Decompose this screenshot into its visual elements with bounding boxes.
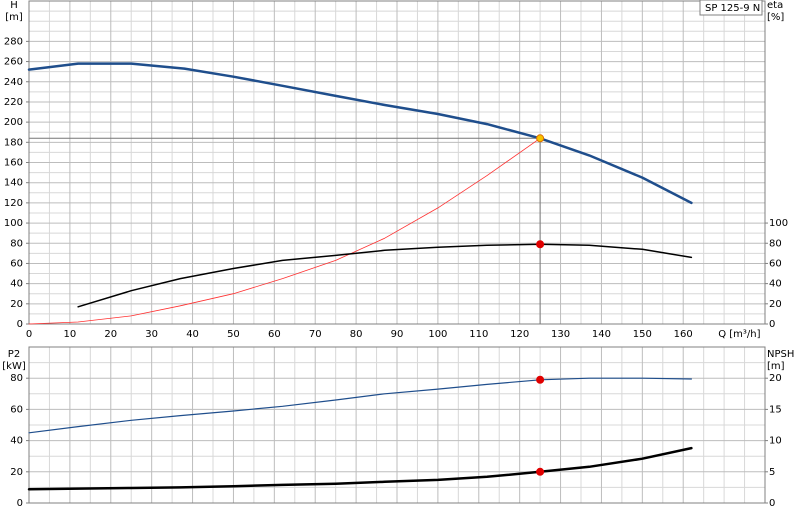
y-tick-label: 200 <box>4 117 23 128</box>
duty-point <box>536 375 545 384</box>
y-tick-label: 60 <box>10 258 23 269</box>
y-tick-label: 60 <box>10 404 23 415</box>
x-tick-label: 100 <box>428 329 447 340</box>
curve <box>27 62 693 205</box>
y-tick-label: 40 <box>10 279 23 290</box>
y-tick-label: 120 <box>4 198 23 209</box>
curve <box>77 243 693 308</box>
y2-axis-unit: [%] <box>767 12 784 23</box>
y2-tick-label: 15 <box>769 404 782 415</box>
x-axis-label: Q [m³/h] <box>718 329 760 340</box>
x-tick-label: 90 <box>391 329 404 340</box>
legend-label: SP 125-9 N <box>705 3 760 14</box>
y-tick-label: 20 <box>10 467 23 478</box>
x-tick-label: 20 <box>104 329 117 340</box>
x-tick-label: 40 <box>186 329 199 340</box>
x-tick-label: 130 <box>551 329 570 340</box>
curve <box>27 446 693 491</box>
y-axis-label: P2 <box>8 349 20 360</box>
y-tick-label: 20 <box>10 299 23 310</box>
y-tick-label: 180 <box>4 137 23 148</box>
duty-point <box>536 467 545 476</box>
plot-frame <box>28 346 766 504</box>
y2-tick-label: 80 <box>769 238 782 249</box>
x-tick-label: 140 <box>592 329 611 340</box>
x-tick-label: 110 <box>469 329 488 340</box>
y2-tick-label: 100 <box>769 218 788 229</box>
y2-tick-label: 20 <box>769 373 782 384</box>
curve <box>28 137 541 325</box>
y2-tick-label: 5 <box>769 467 775 478</box>
y-tick-label: 100 <box>4 218 23 229</box>
y-tick-label: 240 <box>4 77 23 88</box>
y2-tick-label: 10 <box>769 436 782 447</box>
x-tick-label: 10 <box>64 329 77 340</box>
x-tick-label: 160 <box>674 329 693 340</box>
x-tick-label: 0 <box>26 329 32 340</box>
y2-tick-label: 20 <box>769 299 782 310</box>
x-tick-label: 120 <box>510 329 529 340</box>
x-tick-label: 150 <box>633 329 652 340</box>
y-tick-label: 80 <box>10 373 23 384</box>
y-axis-label: H <box>10 0 18 11</box>
x-tick-label: 70 <box>309 329 322 340</box>
y2-tick-label: 40 <box>769 279 782 290</box>
x-tick-label: 80 <box>350 329 363 340</box>
y-tick-label: 220 <box>4 97 23 108</box>
x-tick-label: 30 <box>145 329 158 340</box>
y-tick-label: 80 <box>10 238 23 249</box>
curve <box>28 377 692 434</box>
duty-point <box>536 134 545 143</box>
x-tick-label: 60 <box>268 329 281 340</box>
duty-point <box>536 240 545 249</box>
y-tick-label: 40 <box>10 436 23 447</box>
y-tick-label: 280 <box>4 36 23 47</box>
y2-axis-unit: [m] <box>767 361 785 372</box>
y-tick-label: 0 <box>17 498 23 509</box>
y-axis-unit: [m] <box>5 12 23 23</box>
y2-tick-label: 60 <box>769 258 782 269</box>
y2-tick-label: 0 <box>769 319 775 330</box>
y-tick-label: 0 <box>17 319 23 330</box>
y-axis-unit: [kW] <box>2 361 26 372</box>
y-tick-label: 140 <box>4 178 23 189</box>
legend-box <box>699 0 763 16</box>
y2-axis-label: eta <box>767 0 783 11</box>
y2-tick-label: 0 <box>769 498 775 509</box>
y-tick-label: 260 <box>4 57 23 68</box>
x-tick-label: 50 <box>227 329 240 340</box>
y-tick-label: 160 <box>4 158 23 169</box>
y2-axis-label: NPSH <box>767 349 794 360</box>
